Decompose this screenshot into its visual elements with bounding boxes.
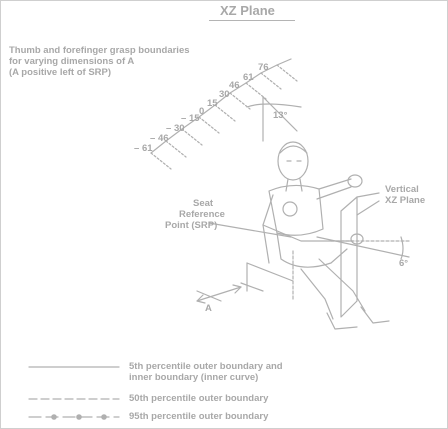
annotation-line-2: for varying dimensions of A — [9, 56, 135, 67]
scale-tick-61: 61 — [243, 72, 254, 83]
dimension-a-label: A — [205, 303, 212, 314]
lower-angle-label: 6° — [399, 258, 409, 269]
upper-angle-label: 13° — [273, 110, 288, 121]
seated-person-figure — [262, 141, 390, 330]
legend-solid-text-1: 5th percentile outer boundary and — [129, 361, 283, 372]
scale-tick-neg-30: – 30 — [166, 123, 185, 134]
vertical-plane-label-line-1: Vertical — [385, 184, 419, 195]
scale-tick-76: 76 — [258, 62, 269, 73]
scale-tick-46: 46 — [229, 80, 240, 91]
scale-tick-neg-15: – 15 — [181, 113, 200, 124]
srp-label-line-3: Point (SRP) — [165, 220, 218, 231]
srp-label-line-2: Reference — [179, 209, 225, 220]
legend-line-dash-dot — [28, 414, 120, 420]
dimension-a-marker — [196, 282, 264, 304]
srp-label-line-1: Seat — [193, 198, 214, 209]
lower-angle-marker — [316, 236, 410, 260]
legend-dash-dot-text: 95th percentile outer boundary — [129, 411, 269, 422]
srp-leader-line — [208, 222, 292, 238]
vertical-plane-label-line-2: XZ Plane — [385, 195, 426, 206]
annotation-line-1: Thumb and forefinger grasp boundaries — [9, 45, 190, 56]
scale-tick-neg-61: – 61 — [134, 143, 153, 154]
annotation-line-3: (A positive left of SRP) — [9, 67, 112, 78]
scale-tick-0: 0 — [199, 106, 205, 117]
scale-tick-15: 15 — [207, 98, 218, 109]
upper-angle-marker — [246, 96, 302, 142]
legend-dashed-text: 50th percentile outer boundary — [129, 393, 269, 404]
diagram-title: XZ Plane — [220, 3, 275, 18]
vertical-xz-plane — [340, 192, 380, 318]
seat-outline — [246, 250, 294, 302]
scale-tick-30: 30 — [219, 89, 230, 100]
legend-solid-text-2: inner boundary (inner curve) — [129, 372, 259, 383]
vertical-plane-leader — [356, 200, 380, 216]
scale-tick-neg-46: – 46 — [150, 133, 169, 144]
reach-scale — [150, 58, 298, 170]
title-underline — [209, 20, 295, 21]
